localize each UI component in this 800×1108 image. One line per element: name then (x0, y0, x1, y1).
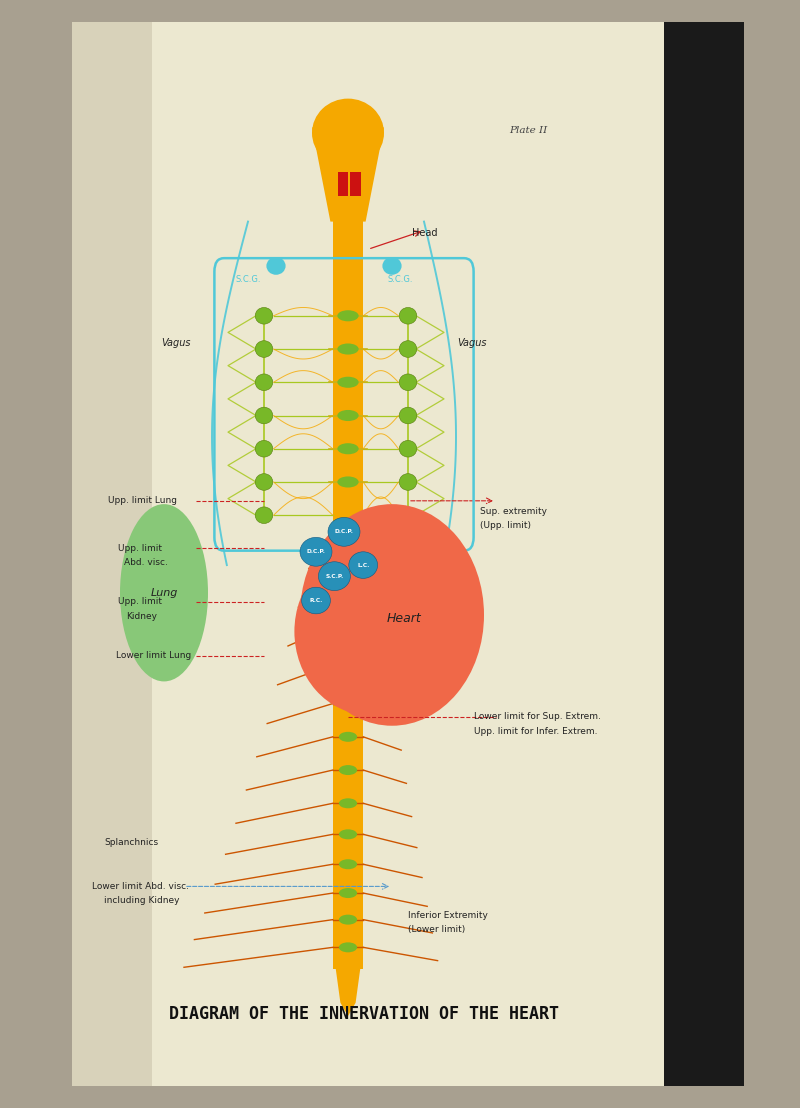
Text: Upp. limit: Upp. limit (118, 544, 162, 553)
Ellipse shape (339, 829, 357, 840)
Text: Lower limit Lung: Lower limit Lung (116, 652, 191, 660)
Ellipse shape (399, 408, 417, 423)
Text: Abd. visc.: Abd. visc. (124, 558, 168, 567)
Ellipse shape (382, 257, 402, 275)
Ellipse shape (339, 942, 357, 953)
Bar (338, 172, 348, 196)
Ellipse shape (255, 408, 273, 423)
Text: D.C.P.: D.C.P. (334, 530, 354, 534)
Text: Upp. limit Lung: Upp. limit Lung (108, 496, 177, 505)
Ellipse shape (339, 732, 357, 742)
Ellipse shape (300, 504, 484, 726)
Ellipse shape (255, 341, 273, 357)
Text: Inferior Extremity: Inferior Extremity (408, 911, 488, 920)
Ellipse shape (399, 341, 417, 357)
Text: Splanchnics: Splanchnics (104, 838, 158, 847)
Text: L.C.: L.C. (357, 563, 370, 567)
Ellipse shape (302, 587, 330, 614)
Ellipse shape (255, 307, 273, 324)
Bar (664, 22, 744, 1086)
Ellipse shape (338, 377, 358, 388)
Ellipse shape (339, 765, 357, 776)
Ellipse shape (338, 410, 358, 421)
Bar (72, 22, 152, 1086)
Text: Upp. limit for Infer. Extrem.: Upp. limit for Infer. Extrem. (474, 727, 597, 736)
Ellipse shape (339, 889, 357, 897)
Text: Head: Head (412, 227, 438, 238)
Ellipse shape (338, 443, 358, 454)
Ellipse shape (338, 476, 358, 488)
Ellipse shape (399, 474, 417, 490)
Text: D.C.P.: D.C.P. (306, 550, 326, 554)
Ellipse shape (339, 583, 357, 592)
Ellipse shape (339, 620, 357, 630)
Ellipse shape (255, 375, 273, 390)
Text: S.C.G.: S.C.G. (235, 275, 261, 284)
Ellipse shape (339, 699, 357, 709)
Ellipse shape (399, 375, 417, 390)
Text: (Lower limit): (Lower limit) (408, 925, 466, 934)
Ellipse shape (339, 860, 357, 869)
Text: Lower limit Abd. visc.: Lower limit Abd. visc. (92, 882, 189, 891)
Text: Sup. extremity: Sup. extremity (480, 507, 547, 516)
Polygon shape (312, 127, 384, 222)
Bar (350, 172, 361, 196)
Ellipse shape (339, 915, 357, 924)
Ellipse shape (338, 310, 358, 321)
Text: S.C.P.: S.C.P. (326, 574, 343, 578)
Text: Vagus: Vagus (162, 338, 190, 349)
Ellipse shape (349, 552, 378, 578)
Text: Kidney: Kidney (126, 612, 158, 620)
Bar (72, 22, 680, 1086)
Ellipse shape (339, 659, 357, 669)
Polygon shape (333, 947, 363, 1016)
Ellipse shape (399, 441, 417, 456)
Text: R.C.: R.C. (310, 598, 322, 603)
Bar (333, 194, 363, 969)
Text: Plate II: Plate II (509, 126, 547, 135)
Text: Lung: Lung (150, 587, 178, 598)
Text: including Kidney: including Kidney (104, 896, 179, 905)
Text: DIAGRAM OF THE INNERVATION OF THE HEART: DIAGRAM OF THE INNERVATION OF THE HEART (169, 1005, 559, 1023)
Ellipse shape (312, 99, 384, 167)
Ellipse shape (339, 798, 357, 808)
Ellipse shape (399, 507, 417, 523)
Ellipse shape (266, 257, 286, 275)
Ellipse shape (318, 562, 350, 591)
Ellipse shape (328, 517, 360, 546)
Text: Lower limit for Sup. Extrem.: Lower limit for Sup. Extrem. (474, 712, 601, 721)
Ellipse shape (399, 307, 417, 324)
Ellipse shape (338, 343, 358, 355)
Ellipse shape (255, 507, 273, 523)
Ellipse shape (255, 441, 273, 456)
Ellipse shape (255, 474, 273, 490)
Ellipse shape (300, 537, 332, 566)
Ellipse shape (120, 504, 208, 681)
Text: Upp. limit: Upp. limit (118, 597, 162, 606)
Text: S.C.G.: S.C.G. (387, 275, 413, 284)
Text: Heart: Heart (386, 612, 422, 625)
Ellipse shape (339, 544, 357, 554)
Ellipse shape (294, 548, 442, 715)
Text: (Upp. limit): (Upp. limit) (480, 521, 531, 530)
Text: Vagus: Vagus (458, 338, 486, 349)
